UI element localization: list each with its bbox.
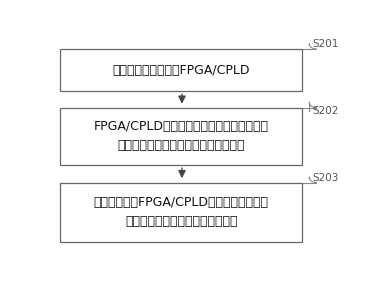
- Text: FPGA/CPLD接收主处理器发送的指令，解析
指令，执行并发送应答回文到主处理器: FPGA/CPLD接收主处理器发送的指令，解析 指令，执行并发送应答回文到主处理…: [94, 120, 269, 153]
- Text: S202: S202: [312, 106, 338, 116]
- FancyBboxPatch shape: [61, 182, 302, 242]
- Text: 主处理器收到FPGA/CPLD模块发送的应答回
文，进行应答回文解析和处理操作: 主处理器收到FPGA/CPLD模块发送的应答回 文，进行应答回文解析和处理操作: [94, 197, 269, 228]
- Text: 主处理器发送指令到FPGA/CPLD: 主处理器发送指令到FPGA/CPLD: [113, 64, 250, 77]
- Text: S203: S203: [312, 173, 338, 183]
- FancyBboxPatch shape: [61, 108, 302, 165]
- FancyBboxPatch shape: [61, 49, 302, 91]
- Text: S201: S201: [312, 39, 338, 49]
